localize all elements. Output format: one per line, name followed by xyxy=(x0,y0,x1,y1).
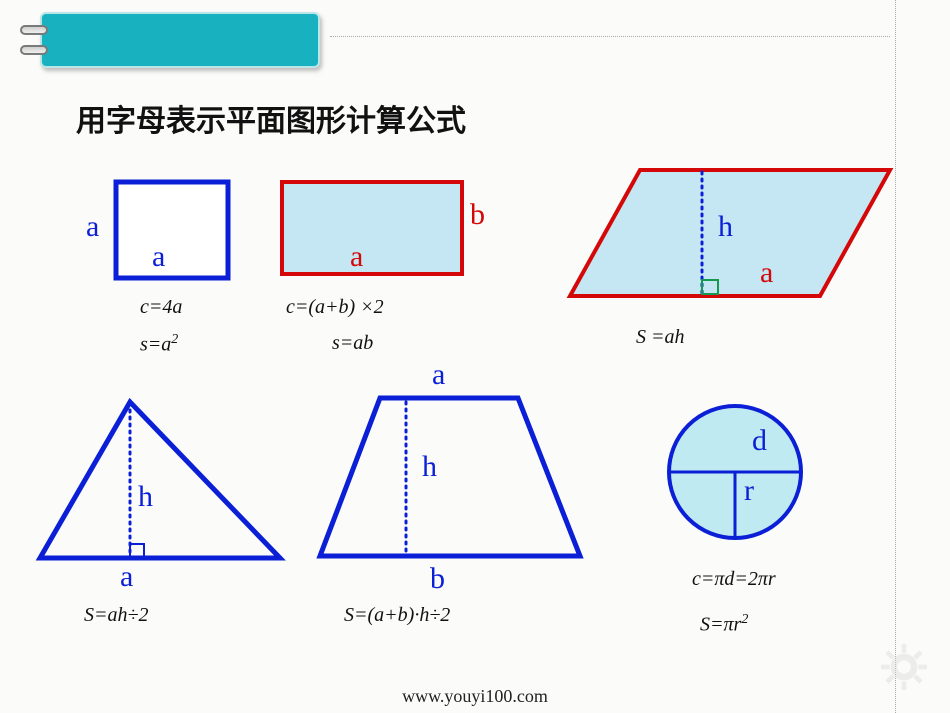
trapezoid-height-label: h xyxy=(422,450,437,484)
triangle-base-label: a xyxy=(120,560,133,594)
square-area-formula: s=a2 xyxy=(140,332,178,357)
footer-url: www.youyi100.com xyxy=(0,686,950,707)
parallelogram-area-formula: S =ah xyxy=(636,326,685,349)
circle-area-formula: S=πr2 xyxy=(700,612,748,637)
triangle-height-label: h xyxy=(138,480,153,514)
square-side-bottom-label: a xyxy=(152,240,165,274)
parallelogram-base-label: a xyxy=(760,256,773,290)
triangle-area-formula: S=ah÷2 xyxy=(84,604,148,627)
rectangle-side-bottom-label: a xyxy=(350,240,363,274)
shape-circle xyxy=(669,406,801,538)
square-side-left-label: a xyxy=(86,210,99,244)
parallelogram-height-label: h xyxy=(718,210,733,244)
shape-rectangle xyxy=(282,182,462,274)
rectangle-area-formula: s=ab xyxy=(332,332,373,355)
formula-text: c=4a xyxy=(140,296,182,318)
trapezoid-top-label: a xyxy=(432,358,445,392)
shape-triangle xyxy=(40,402,280,558)
trapezoid-bottom-label: b xyxy=(430,562,445,596)
shape-square xyxy=(116,182,228,278)
shape-trapezoid xyxy=(320,398,580,556)
circle-diameter-label: d xyxy=(752,424,767,458)
binder-rings xyxy=(20,25,48,55)
trapezoid-area-formula: S=(a+b)·h÷2 xyxy=(344,604,450,627)
circle-perimeter-formula: c=πd=2πr xyxy=(692,568,776,591)
gear-icon xyxy=(880,643,928,691)
square-perimeter-formula: c=4a xyxy=(140,296,182,319)
rectangle-side-right-label: b xyxy=(470,198,485,232)
circle-radius-label: r xyxy=(744,474,754,508)
rectangle-perimeter-formula: c=(a+b) ×2 xyxy=(286,296,384,319)
